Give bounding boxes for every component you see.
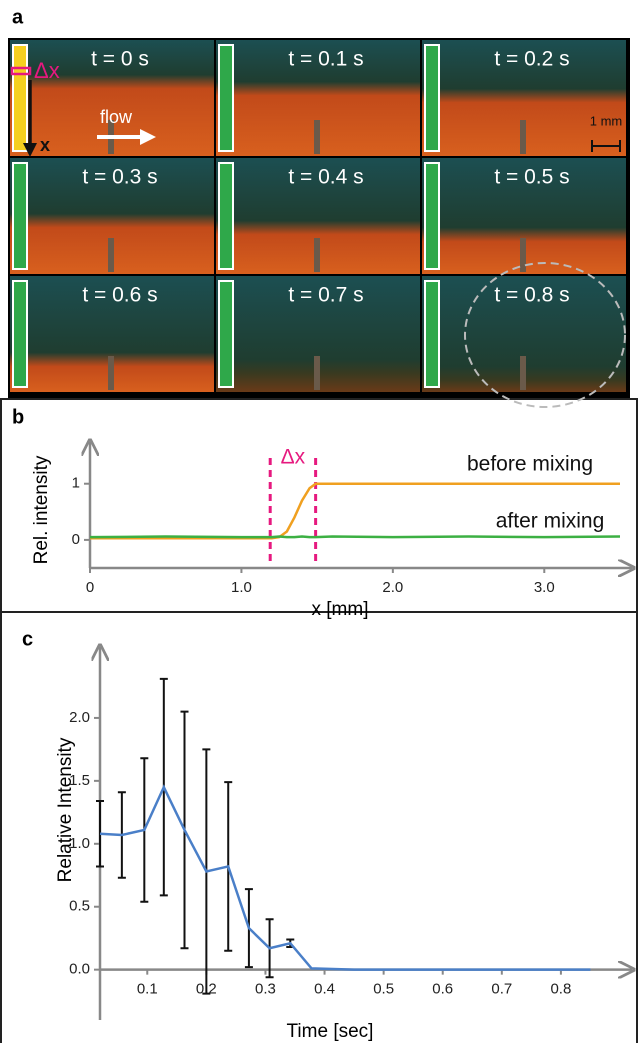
x-axis-label: Time [sec] <box>287 1021 374 1042</box>
delta-label: Δx <box>34 58 60 83</box>
flow-label: flow <box>100 107 133 127</box>
x-tick-label: 2.0 <box>382 579 403 596</box>
strip <box>218 162 234 270</box>
y-tick-label: 0.5 <box>69 898 90 915</box>
strip <box>218 44 234 152</box>
y-axis-label: Rel. intensity <box>31 455 52 564</box>
frame-label: t = 0.5 s <box>494 166 569 189</box>
y-tick-label: 1.0 <box>69 835 90 852</box>
y-tick-label: 1 <box>72 475 80 492</box>
series-label: after mixing <box>496 510 605 533</box>
y-tick-label: 0 <box>72 531 80 548</box>
delta-box <box>10 66 32 76</box>
x-axis-label: x [mm] <box>312 599 369 620</box>
frame-label: t = 0.2 s <box>494 48 569 71</box>
series-line <box>99 784 591 971</box>
x-tick-label: 0.6 <box>432 981 453 998</box>
pin <box>520 356 526 390</box>
panel-label: b <box>12 406 24 428</box>
pin <box>314 356 320 390</box>
strip <box>424 44 440 152</box>
frame-label: t = 0 s <box>91 48 149 71</box>
tiles: t = 0 s t = 0.1 s t = 0.2 s t = 0.3 s t = 0.… <box>10 40 626 392</box>
panel-label: a <box>12 6 24 28</box>
y-tick-label: 0.0 <box>69 961 90 978</box>
frame-label: t = 0.8 s <box>494 284 569 307</box>
frame-label: t = 0.6 s <box>82 284 157 307</box>
dashed-region <box>464 262 626 408</box>
scale-bar <box>591 140 621 152</box>
pin <box>108 356 114 390</box>
x-tick-label: 0.8 <box>550 981 571 998</box>
x-tick-label: 0.3 <box>255 981 276 998</box>
series-label: before mixing <box>467 453 593 476</box>
panel-label: c <box>22 628 33 650</box>
x-tick-label: 1.0 <box>231 579 252 596</box>
delta-label: Δx <box>281 446 306 469</box>
x-tick-label: 0 <box>86 579 94 596</box>
x-arrow-label: x <box>40 135 50 155</box>
series-line <box>89 535 621 539</box>
x-tick-label: 0.1 <box>137 981 158 998</box>
error-bar <box>96 800 104 868</box>
x-tick-label: 0.7 <box>491 981 512 998</box>
strip <box>424 162 440 270</box>
pin <box>520 120 526 154</box>
frame-label: t = 0.4 s <box>288 166 363 189</box>
frame-label: t = 0.3 s <box>82 166 157 189</box>
y-axis-label: Relative Intensity <box>55 737 76 882</box>
x-tick-label: 3.0 <box>534 579 555 596</box>
pin <box>314 120 320 154</box>
strip <box>218 280 234 388</box>
overlay: Δx x flow 1 mm <box>10 58 626 408</box>
strip <box>12 280 28 388</box>
strip <box>424 280 440 388</box>
y-tick-label: 1.5 <box>69 772 90 789</box>
y-tick-label: 2.0 <box>69 709 90 726</box>
pin <box>520 238 526 272</box>
strip <box>12 44 28 152</box>
frame-label: t = 0.7 s <box>288 284 363 307</box>
frame-label: t = 0.1 s <box>288 48 363 71</box>
pin <box>108 238 114 272</box>
pin <box>314 238 320 272</box>
x-tick-label: 0.5 <box>373 981 394 998</box>
scale-label: 1 mm <box>590 113 623 128</box>
strip <box>12 162 28 270</box>
x-tick-label: 0.4 <box>314 981 335 998</box>
